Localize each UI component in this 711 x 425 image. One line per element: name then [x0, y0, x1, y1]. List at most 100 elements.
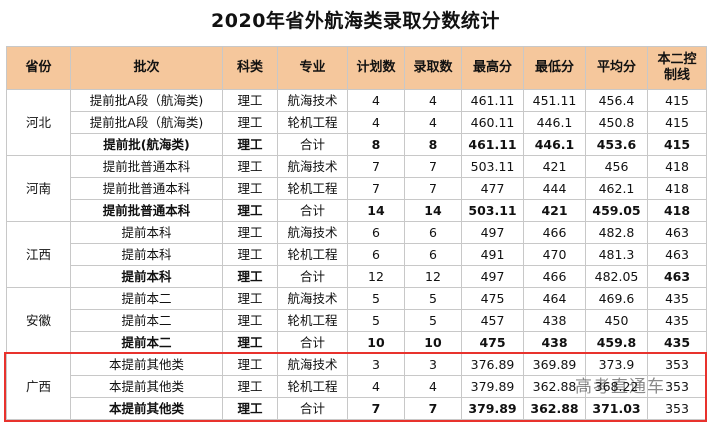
- cell-line: 435: [647, 331, 707, 354]
- table-row: 江西 提前本科 理工 航海技术 6 6 497 466 482.8 463: [6, 221, 707, 288]
- cell-batch: 提前批A段（航海类): [70, 89, 223, 112]
- cell-line: 418: [647, 155, 707, 178]
- cell-avg: 481.3: [585, 243, 648, 266]
- cell-min: 466: [523, 221, 586, 244]
- cell-admit: 4: [404, 111, 462, 134]
- cell-max: 461.11: [461, 89, 524, 112]
- cell-admit: 14: [404, 199, 462, 222]
- cell-avg: 450.8: [585, 111, 648, 134]
- cell-admit: 10: [404, 331, 462, 354]
- total-row: 提前批普通本科 理工 合计 14 14 503.11 421 459.05 418: [7, 199, 707, 222]
- cell-avg: 456.4: [585, 89, 648, 112]
- province-cell: 江西: [6, 221, 71, 288]
- table-row: 广西 本提前其他类 理工 航海技术 3 3 376.89 369.89 373.9 353: [6, 353, 707, 420]
- cell-min: 444: [523, 177, 586, 200]
- table-row: 提前批普通本科 理工 轮机工程 7 7 477 444 462.1 418: [7, 177, 707, 200]
- cell-avg: 456: [585, 155, 648, 178]
- cell-plan: 10: [347, 331, 405, 354]
- table-row: 提前批A段（航海类) 理工 轮机工程 4 4 460.11 446.1 450.8 415: [7, 111, 707, 134]
- cell-avg: 453.6: [585, 133, 648, 156]
- cell-max: 461.11: [461, 133, 524, 156]
- cell-subject: 理工: [222, 375, 278, 398]
- cell-max: 376.89: [461, 353, 524, 376]
- cell-subject: 理工: [222, 221, 278, 244]
- cell-admit: 8: [404, 133, 462, 156]
- cell-batch: 提前批A段（航海类): [70, 111, 223, 134]
- cell-subject: 理工: [222, 199, 278, 222]
- cell-admit: 12: [404, 265, 462, 288]
- total-row: 提前本二 理工 合计 10 10 475 438 459.8 435: [7, 331, 707, 354]
- cell-major: 合计: [277, 133, 348, 156]
- column-header: 批次: [70, 46, 223, 90]
- cell-min: 470: [523, 243, 586, 266]
- cell-line: 463: [647, 221, 707, 244]
- cell-line: 353: [647, 375, 707, 398]
- cell-avg: 462.1: [585, 177, 648, 200]
- cell-min: 464: [523, 287, 586, 310]
- cell-batch: 提前本二: [70, 331, 223, 354]
- cell-major: 轮机工程: [277, 111, 348, 134]
- cell-avg: 459.8: [585, 331, 648, 354]
- table-row: 河北 提前批A段（航海类) 理工 航海技术 4 4 461.11 451.11 456.4 415: [6, 89, 707, 156]
- province-cell: 安徽: [6, 287, 71, 354]
- cell-batch: 提前本二: [70, 309, 223, 332]
- cell-admit: 5: [404, 287, 462, 310]
- cell-major: 合计: [277, 199, 348, 222]
- cell-max: 460.11: [461, 111, 524, 134]
- cell-line: 435: [647, 287, 707, 310]
- cell-line: 463: [647, 243, 707, 266]
- cell-batch: 本提前其他类: [70, 375, 223, 398]
- cell-plan: 5: [347, 309, 405, 332]
- cell-batch: 提前本科: [70, 265, 223, 288]
- province-cell: 广西: [6, 353, 71, 420]
- cell-plan: 5: [347, 287, 405, 310]
- cell-avg: 459.05: [585, 199, 648, 222]
- cell-major: 合计: [277, 331, 348, 354]
- cell-plan: 4: [347, 89, 405, 112]
- cell-avg: 482.8: [585, 221, 648, 244]
- cell-admit: 5: [404, 309, 462, 332]
- cell-min: 438: [523, 309, 586, 332]
- cell-major: 航海技术: [277, 155, 348, 178]
- cell-avg: 373.9: [585, 353, 648, 376]
- cell-plan: 6: [347, 243, 405, 266]
- total-row: 提前本科 理工 合计 12 12 497 466 482.05 463: [7, 265, 707, 288]
- cell-subject: 理工: [222, 89, 278, 112]
- table-title: 2020年省外航海类录取分数统计: [211, 10, 500, 32]
- cell-max: 503.11: [461, 199, 524, 222]
- cell-subject: 理工: [222, 243, 278, 266]
- header-row: 省份 批次 科类 专业 计划数 录取数 最高分 最低分 平均分 本二控制线: [6, 46, 707, 90]
- cell-subject: 理工: [222, 331, 278, 354]
- cell-plan: 4: [347, 111, 405, 134]
- cell-major: 合计: [277, 397, 348, 420]
- cell-min: 466: [523, 265, 586, 288]
- cell-min: 421: [523, 199, 586, 222]
- score-table: 省份 批次 科类 专业 计划数 录取数 最高分 最低分 平均分 本二控制线 河北 提前批A段（航海类…: [6, 46, 707, 420]
- cell-subject: 理工: [222, 265, 278, 288]
- column-header: 平均分: [585, 46, 648, 90]
- cell-major: 轮机工程: [277, 243, 348, 266]
- cell-line: 435: [647, 309, 707, 332]
- cell-line: 353: [647, 397, 707, 420]
- cell-plan: 7: [347, 155, 405, 178]
- cell-plan: 4: [347, 375, 405, 398]
- cell-subject: 理工: [222, 155, 278, 178]
- cell-min: 362.88: [523, 375, 586, 398]
- cell-plan: 14: [347, 199, 405, 222]
- column-header: 省份: [6, 46, 71, 90]
- cell-admit: 7: [404, 177, 462, 200]
- cell-admit: 6: [404, 243, 462, 266]
- cell-batch: 提前本科: [70, 243, 223, 266]
- cell-max: 379.89: [461, 375, 524, 398]
- cell-batch: 本提前其他类: [70, 397, 223, 420]
- cell-avg: 368.22: [585, 375, 648, 398]
- column-header: 最低分: [523, 46, 586, 90]
- column-header: 科类: [222, 46, 278, 90]
- cell-plan: 12: [347, 265, 405, 288]
- cell-major: 航海技术: [277, 287, 348, 310]
- cell-major: 轮机工程: [277, 177, 348, 200]
- column-header: 计划数: [347, 46, 405, 90]
- cell-subject: 理工: [222, 287, 278, 310]
- cell-admit: 4: [404, 89, 462, 112]
- cell-major: 航海技术: [277, 89, 348, 112]
